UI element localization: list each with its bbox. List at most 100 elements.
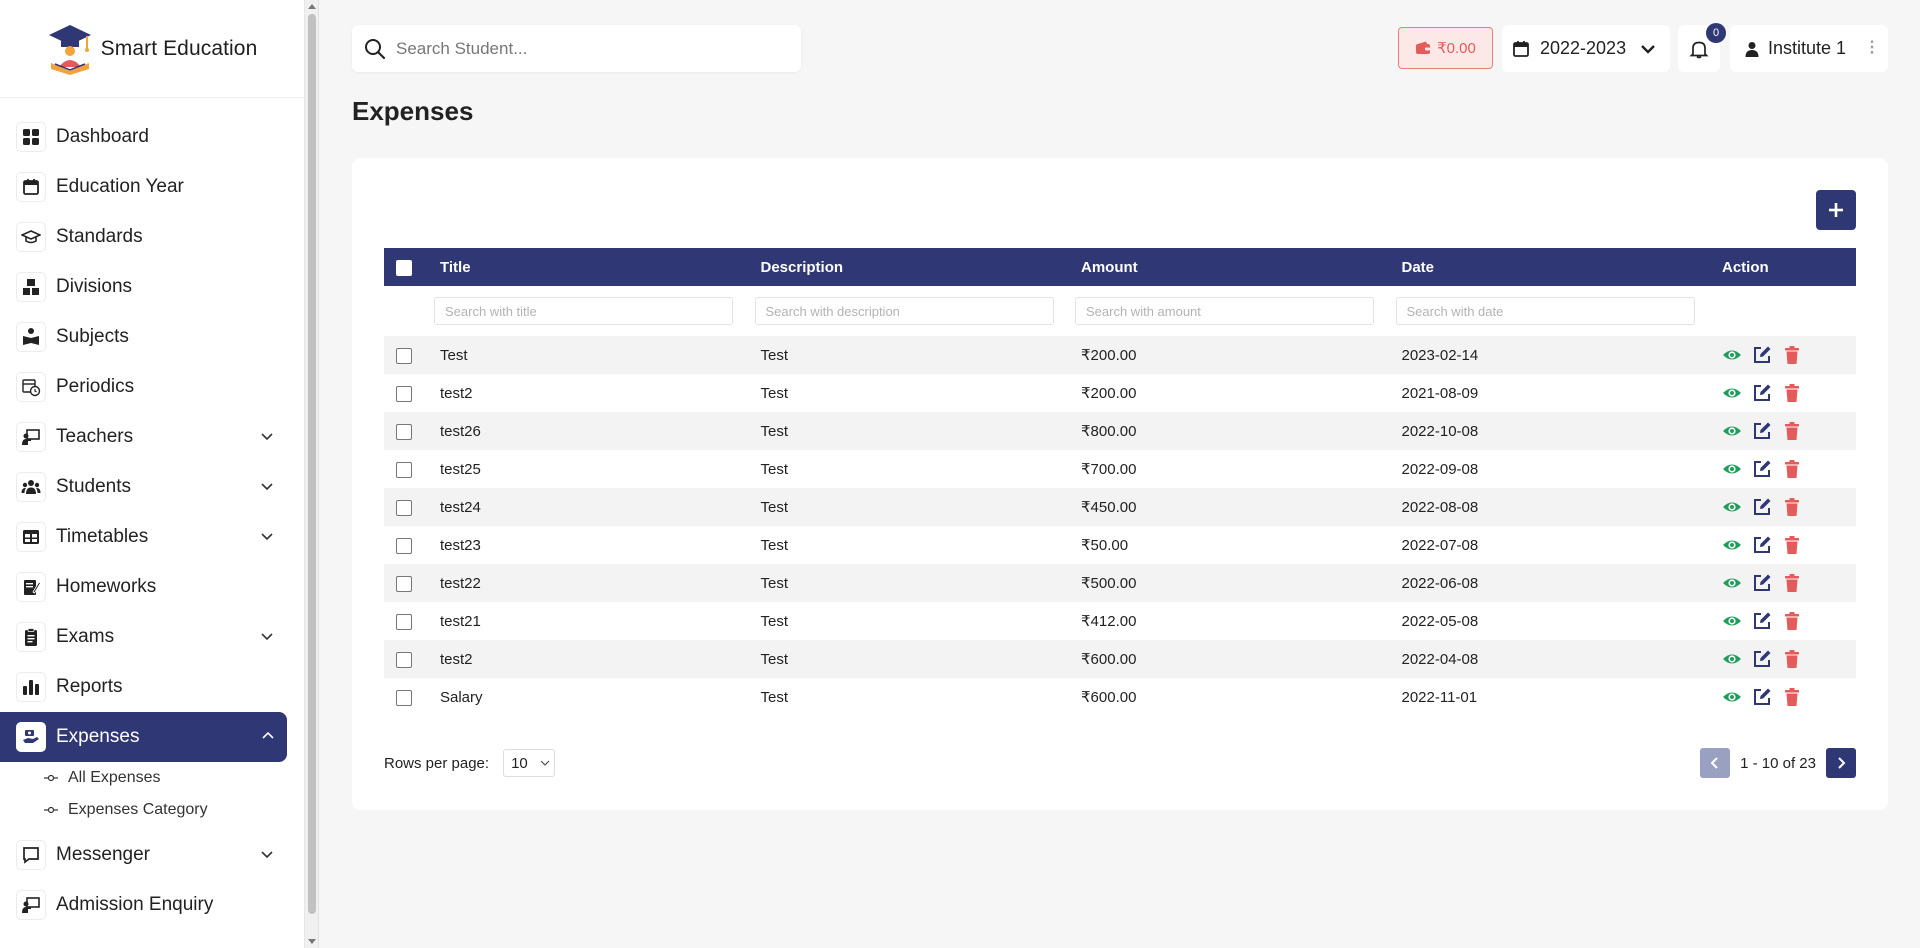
next-page-button[interactable]: [1826, 748, 1856, 778]
delete-trash-icon[interactable]: [1782, 649, 1802, 669]
sidebar-item-expenses[interactable]: Expenses: [0, 712, 287, 762]
edit-icon[interactable]: [1752, 611, 1772, 631]
edit-icon[interactable]: [1752, 421, 1772, 441]
view-eye-icon[interactable]: [1722, 497, 1742, 517]
sidebar-item-homeworks[interactable]: Homeworks: [0, 562, 286, 612]
edit-icon[interactable]: [1752, 497, 1772, 517]
rows-per-page-select[interactable]: 10: [503, 749, 556, 777]
header-amount[interactable]: Amount: [1081, 258, 1138, 276]
row-checkbox[interactable]: [396, 537, 412, 554]
row-checkbox[interactable]: [396, 385, 412, 402]
sidebar-item-education-year[interactable]: Education Year: [0, 162, 286, 212]
header-description[interactable]: Description: [760, 258, 844, 276]
sidebar-subitem-all-expenses[interactable]: All Expenses: [0, 762, 304, 794]
cell-date: 2022-11-01: [1401, 688, 1478, 706]
sidebar-item-standards[interactable]: Standards: [0, 212, 286, 262]
chevron-down-icon[interactable]: [260, 629, 274, 643]
amount-filter-input[interactable]: [1075, 297, 1374, 325]
cell-date: 2022-05-08: [1401, 612, 1479, 630]
cell-date: 2022-04-08: [1401, 650, 1479, 668]
sidebar-item-messenger[interactable]: Messenger: [0, 830, 286, 880]
row-checkbox[interactable]: [396, 689, 412, 706]
date-filter-input[interactable]: [1395, 297, 1695, 325]
view-eye-icon[interactable]: [1722, 459, 1742, 479]
notifications-button[interactable]: 0: [1678, 23, 1726, 72]
delete-trash-icon[interactable]: [1782, 459, 1802, 479]
delete-trash-icon[interactable]: [1782, 345, 1802, 365]
delete-trash-icon[interactable]: [1782, 611, 1802, 631]
bar-chart-icon: [16, 672, 46, 702]
edit-icon[interactable]: [1752, 459, 1772, 479]
view-eye-icon[interactable]: [1722, 421, 1742, 441]
bullet-node-icon: [44, 806, 58, 814]
sidebar-item-subjects[interactable]: Subjects: [0, 312, 286, 362]
view-eye-icon[interactable]: [1722, 649, 1742, 669]
sidebar-item-students[interactable]: Students: [0, 462, 286, 512]
chevron-down-icon[interactable]: [260, 429, 274, 443]
sidebar-item-reports[interactable]: Reports: [0, 662, 286, 712]
sidebar-subitem-expenses-category[interactable]: Expenses Category: [0, 794, 304, 826]
add-expense-button[interactable]: [1816, 190, 1856, 230]
delete-trash-icon[interactable]: [1782, 421, 1802, 441]
row-checkbox[interactable]: [396, 651, 412, 668]
description-filter-input[interactable]: [754, 297, 1054, 325]
scroll-up-arrow-icon[interactable]: [308, 4, 316, 9]
delete-trash-icon[interactable]: [1782, 687, 1802, 707]
cell-amount: ₹412.00: [1081, 613, 1137, 630]
sidebar-item-teachers[interactable]: Teachers: [0, 412, 286, 462]
table-footer: Rows per page: 10 1 - 10 of 23: [384, 748, 1856, 778]
view-eye-icon[interactable]: [1722, 383, 1742, 403]
edit-icon[interactable]: [1752, 687, 1772, 707]
row-checkbox[interactable]: [396, 461, 412, 478]
chevron-up-icon[interactable]: [261, 729, 275, 743]
header-title[interactable]: Title: [440, 258, 471, 276]
delete-trash-icon[interactable]: [1782, 497, 1802, 517]
delete-trash-icon[interactable]: [1782, 573, 1802, 593]
education-year-select[interactable]: 2022-2023: [1502, 25, 1670, 72]
edit-icon[interactable]: [1752, 345, 1772, 365]
title-filter-input[interactable]: [434, 297, 733, 325]
sidebar-item-periodics[interactable]: Periodics: [0, 362, 286, 412]
homework-icon: [16, 572, 46, 602]
student-search-box[interactable]: [352, 25, 801, 72]
sidebar-item-dashboard[interactable]: Dashboard: [0, 112, 286, 162]
delete-trash-icon[interactable]: [1782, 383, 1802, 403]
edit-icon[interactable]: [1752, 383, 1772, 403]
cell-description: Test: [760, 346, 789, 364]
view-eye-icon[interactable]: [1722, 687, 1742, 707]
sidebar-item-admission-enquiry[interactable]: Admission Enquiry: [0, 880, 286, 930]
row-actions: [1722, 611, 1856, 631]
header-date[interactable]: Date: [1401, 258, 1435, 276]
wallet-balance-button[interactable]: ₹0.00: [1398, 27, 1493, 69]
delete-trash-icon[interactable]: [1782, 535, 1802, 555]
user-menu-button[interactable]: Institute 1: [1730, 25, 1888, 72]
scroll-thumb[interactable]: [308, 14, 316, 914]
scroll-down-arrow-icon[interactable]: [308, 939, 316, 944]
chevron-down-icon[interactable]: [260, 529, 274, 543]
row-checkbox[interactable]: [396, 347, 412, 364]
sidebar-item-exams[interactable]: Exams: [0, 612, 286, 662]
brand[interactable]: Smart Education: [0, 0, 304, 98]
kebab-menu-icon[interactable]: [1864, 39, 1880, 55]
sidebar-item-divisions[interactable]: Divisions: [0, 262, 286, 312]
sidebar-scrollbar[interactable]: [305, 0, 319, 948]
edit-icon[interactable]: [1752, 573, 1772, 593]
view-eye-icon[interactable]: [1722, 573, 1742, 593]
sidebar-item-timetables[interactable]: Timetables: [0, 512, 286, 562]
edit-icon[interactable]: [1752, 535, 1772, 555]
pagination: 1 - 10 of 23: [1700, 748, 1856, 778]
edit-icon[interactable]: [1752, 649, 1772, 669]
table-row: test26 Test ₹800.00 2022-10-08: [384, 412, 1856, 450]
view-eye-icon[interactable]: [1722, 535, 1742, 555]
student-search-input[interactable]: [396, 38, 776, 59]
row-checkbox[interactable]: [396, 423, 412, 440]
view-eye-icon[interactable]: [1722, 345, 1742, 365]
previous-page-button[interactable]: [1700, 748, 1731, 778]
row-checkbox[interactable]: [396, 575, 412, 592]
select-all-checkbox[interactable]: [396, 259, 412, 276]
row-checkbox[interactable]: [396, 499, 412, 516]
chevron-down-icon[interactable]: [260, 847, 274, 861]
chevron-down-icon[interactable]: [260, 479, 274, 493]
row-checkbox[interactable]: [396, 613, 412, 630]
view-eye-icon[interactable]: [1722, 611, 1742, 631]
